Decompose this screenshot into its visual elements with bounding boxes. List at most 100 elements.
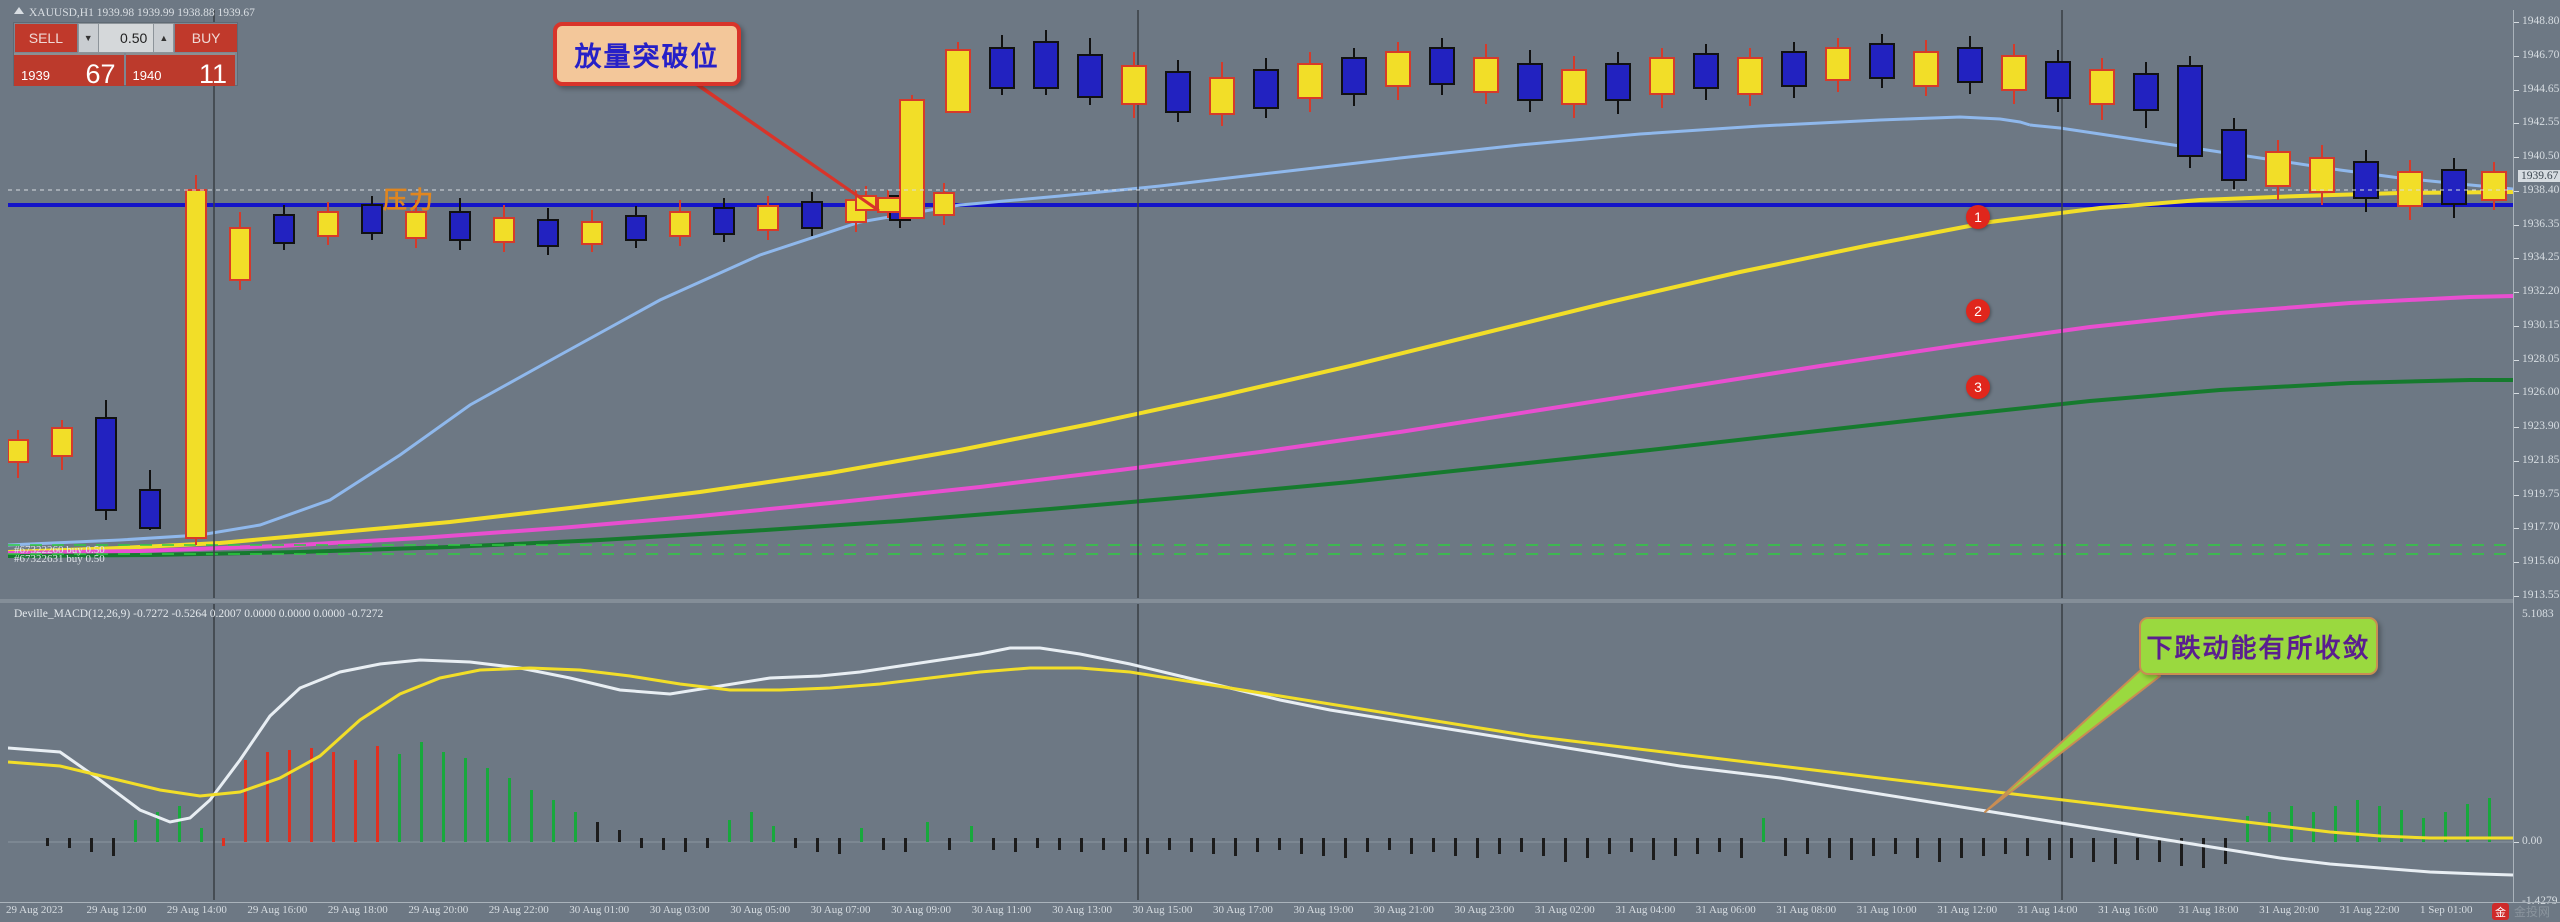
time-scale-label: 29 Aug 14:00 — [166, 904, 227, 916]
buy-button[interactable]: BUY — [175, 24, 237, 52]
bid-price-pips: 67 — [85, 59, 116, 89]
ask-price-pips: 11 — [198, 59, 227, 89]
marker-3[interactable]: 3 — [1966, 375, 1990, 399]
time-scale-label: 31 Aug 12:00 — [1937, 904, 1998, 916]
order-label-2[interactable]: #67322631 buy 0.50 — [14, 553, 105, 565]
time-scale-label: 30 Aug 13:00 — [1052, 904, 1112, 916]
time-scale-label: 30 Aug 09:00 — [891, 904, 952, 916]
price-tick — [2514, 494, 2519, 496]
price-scale-label: 1938.40 — [2522, 183, 2560, 196]
volume-stepper[interactable]: ▼ 0.50 ▲ — [77, 23, 175, 53]
time-scale-label: 30 Aug 05:00 — [730, 904, 791, 916]
macd-scale-label: 0.00 — [2522, 835, 2543, 847]
time-scale-label: 31 Aug 18:00 — [2178, 904, 2239, 916]
bid-price-box[interactable]: 1939 67 — [14, 53, 124, 89]
price-scale-label: 1936.35 — [2522, 217, 2560, 230]
main-pane-content — [8, 10, 2513, 598]
order-label-1[interactable]: #67322260 buy 0.50 — [14, 544, 105, 556]
price-scale-label: 1948.80 — [2522, 15, 2560, 27]
watermark: 金 金投网 — [2491, 903, 2550, 920]
macd-signal-line — [8, 666, 2513, 840]
price-tick — [2514, 596, 2519, 597]
bid-price-integer: 1939 — [21, 68, 50, 83]
volume-input[interactable]: 0.50 — [98, 23, 154, 53]
price-tick — [2514, 562, 2519, 564]
macd-main-line — [8, 646, 2513, 877]
ask-price-box[interactable]: 1940 11 — [125, 53, 235, 89]
time-scale-label: 30 Aug 15:00 — [1132, 904, 1193, 916]
oct-controls-row: SELL ▼ 0.50 ▲ BUY — [14, 23, 237, 53]
ma-green-line — [8, 378, 2513, 558]
price-tick — [2514, 258, 2519, 260]
macd-scale-label: 5.1083 — [2522, 608, 2554, 620]
time-scale-label: 29 Aug 2023 — [6, 904, 63, 916]
sell-button[interactable]: SELL — [15, 24, 77, 52]
annotation-momentum-callout[interactable]: 下跌动能有所收敛 — [2139, 617, 2378, 675]
macd-histogram — [46, 742, 2491, 868]
one-click-trading-panel[interactable]: SELL ▼ 0.50 ▲ BUY 1939 67 1940 11 — [13, 22, 238, 89]
ma-fast-line — [8, 115, 2031, 547]
price-tick — [2514, 55, 2519, 57]
time-scale-label: 30 Aug 11:00 — [971, 904, 1032, 916]
price-scale-label: 1917.70 — [2522, 521, 2560, 534]
price-tick — [2514, 123, 2519, 125]
time-scale-label: 31 Aug 20:00 — [2259, 904, 2319, 916]
time-scale-label: 30 Aug 23:00 — [1454, 904, 1515, 916]
chevron-down-icon: ▼ — [83, 32, 93, 43]
site-logo-icon: 金 — [2491, 903, 2509, 920]
time-scale-label: 31 Aug 06:00 — [1695, 904, 1756, 916]
candle-series — [8, 30, 2507, 545]
time-scale-label: 30 Aug 21:00 — [1373, 904, 1434, 916]
price-scale[interactable]: 1948.80 1946.70 1944.65 1942.55 1940.50 1938.… — [2514, 0, 2560, 922]
watermark-text: 金投网 — [2513, 905, 2550, 919]
time-scale-label: 30 Aug 01:00 — [569, 904, 630, 916]
price-tick — [2514, 427, 2519, 429]
time-scale-label: 29 Aug 18:00 — [327, 904, 388, 916]
oct-prices-row: 1939 67 1940 11 — [14, 53, 237, 89]
price-tick — [2514, 393, 2519, 395]
ma-magenta-line — [8, 294, 2513, 555]
marker-2[interactable]: 2 — [1966, 299, 1990, 323]
time-scale-label: 1 Sep 01:00 — [2420, 904, 2473, 916]
volume-increment-button[interactable]: ▲ — [153, 23, 175, 53]
price-tick — [2514, 89, 2519, 91]
macd-scale-label: -1.4279 — [2522, 895, 2558, 907]
price-scale-label: 1944.65 — [2522, 82, 2560, 95]
volume-decrement-button[interactable]: ▼ — [77, 23, 99, 53]
annotation-breakout-callout[interactable]: 放量突破位 — [553, 22, 741, 86]
annotation-momentum-text: 下跌动能有所收敛 — [2146, 633, 2371, 663]
time-scale-label: 31 Aug 10:00 — [1856, 904, 1917, 916]
price-tick — [2514, 224, 2519, 226]
price-tick — [2514, 325, 2519, 327]
time-scale-label: 31 Aug 22:00 — [2339, 904, 2400, 916]
time-scale-label: 30 Aug 17:00 — [1213, 904, 1273, 916]
price-scale-divider — [2513, 10, 2514, 903]
time-scale-label: 29 Aug 16:00 — [247, 904, 308, 916]
macd-scale[interactable]: 5.1083 0.00 -1.4279 — [2514, 0, 2560, 922]
time-scale-label: 30 Aug 19:00 — [1293, 904, 1354, 916]
annotation-resistance-label[interactable]: 压力 — [383, 180, 435, 215]
marker-1[interactable]: 1 — [1966, 205, 1990, 229]
price-scale-label: 1915.60 — [2522, 555, 2560, 568]
price-scale-label: 1946.70 — [2522, 48, 2560, 61]
price-scale-label: 1940.50 — [2522, 150, 2560, 163]
time-scale-label: 31 Aug 02:00 — [1534, 904, 1595, 916]
price-scale-label: 1919.75 — [2522, 487, 2560, 500]
time-scale-divider — [0, 902, 2560, 903]
macd-tick — [2514, 842, 2519, 843]
time-scale-label: 31 Aug 14:00 — [2017, 904, 2078, 916]
annotation-breakout-text: 放量突破位 — [574, 41, 720, 72]
time-scale-label: 31 Aug 04:00 — [1615, 904, 1676, 916]
price-tick — [2514, 460, 2519, 462]
time-scale-label: 30 Aug 03:00 — [649, 904, 710, 916]
time-scale[interactable]: 29 Aug 2023 29 Aug 12:00 29 Aug 14:00 29 Au… — [0, 904, 2513, 922]
price-scale-label: 1932.20 — [2522, 285, 2560, 298]
ma-yellow-line — [8, 190, 2513, 554]
macd-pane-content — [8, 604, 2513, 900]
collapse-arrow-icon[interactable] — [14, 7, 24, 14]
time-scale-label: 29 Aug 20:00 — [408, 904, 469, 916]
price-scale-label: 1923.90 — [2522, 420, 2560, 433]
time-scale-label: 30 Aug 07:00 — [810, 904, 871, 916]
macd-indicator-label[interactable]: Deville_MACD(12,26,9) -0.7272 -0.5264 0.… — [14, 608, 384, 620]
